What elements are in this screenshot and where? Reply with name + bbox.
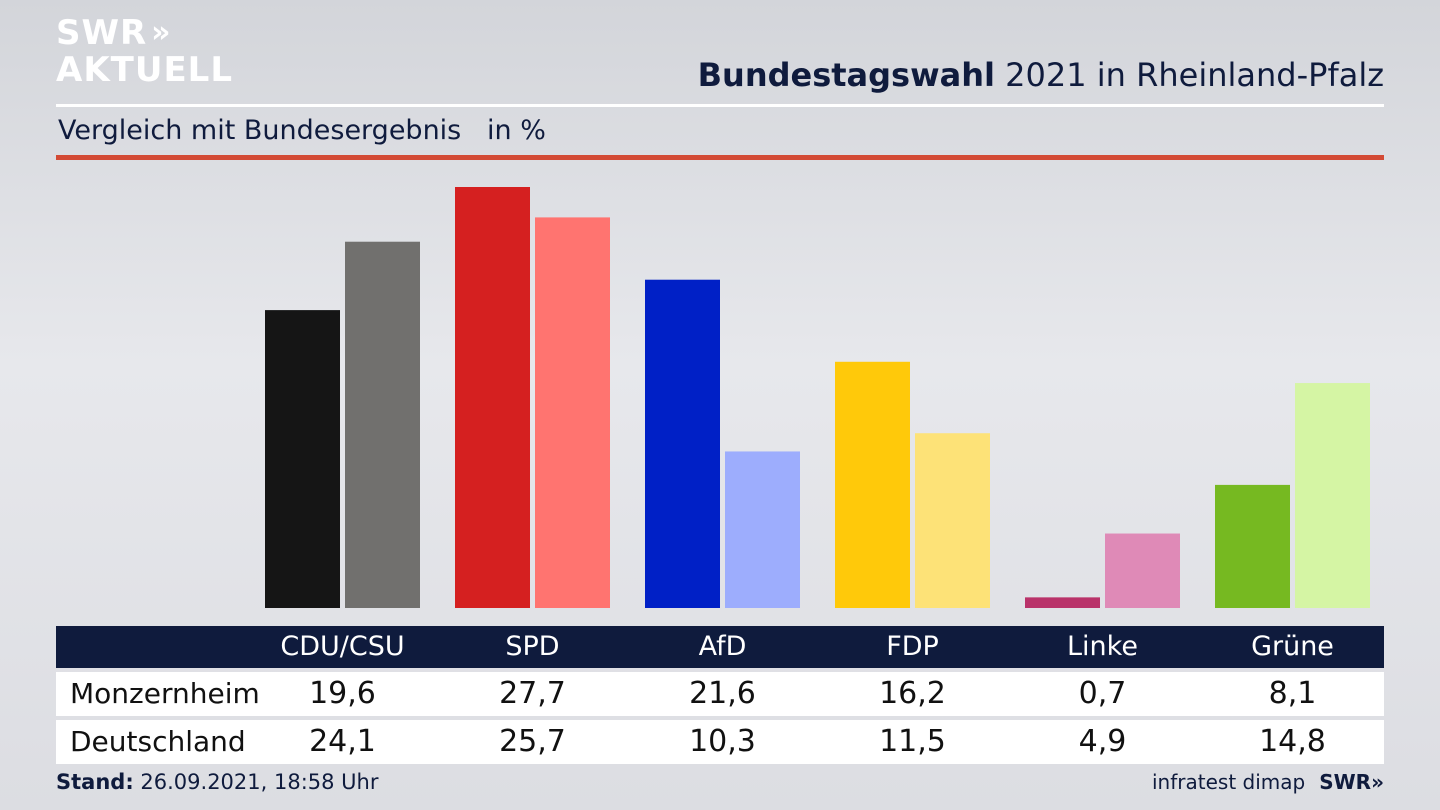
value-cell: 8,1	[1268, 676, 1317, 711]
value-cell: 25,7	[499, 724, 566, 759]
table-header-row: CDU/CSU SPD AfD FDP Linke Grüne	[56, 626, 1384, 668]
value-cell: 11,5	[879, 724, 946, 759]
chart-subtitle: Vergleich mit Bundesergebnis in %	[58, 115, 546, 146]
value-cell: 16,2	[879, 676, 946, 711]
value-cell: 0,7	[1078, 676, 1127, 711]
bar-fdp-monzernheim	[835, 361, 910, 608]
title-bold: Bundestagswahl	[697, 56, 995, 94]
bar-cdu-csu-monzernheim	[265, 310, 340, 608]
table-row: Deutschland 24,1 25,7 10,3 11,5 4,9 14,8	[56, 720, 1384, 764]
bar-gr-ne-monzernheim	[1215, 484, 1290, 608]
logo-aktuell-text: AKTUELL	[56, 50, 234, 90]
row-label-monzernheim: Monzernheim	[70, 677, 260, 710]
value-cell: 21,6	[689, 676, 756, 711]
category-label: CDU/CSU	[280, 631, 405, 662]
value-cell: 19,6	[309, 676, 376, 711]
swr-logo-small: SWR»	[1319, 770, 1384, 794]
logo-swr-text: SWR	[56, 13, 148, 53]
bar-afd-monzernheim	[645, 279, 720, 608]
page-title: Bundestagswahl 2021 in Rheinland-Pfalz	[698, 56, 1384, 94]
value-cell: 27,7	[499, 676, 566, 711]
bar-spd-monzernheim	[455, 187, 530, 608]
bar-gr-ne-deutschland	[1295, 383, 1370, 608]
category-label: Grüne	[1251, 631, 1334, 662]
bar-linke-deutschland	[1105, 533, 1180, 608]
footer-source: infratest dimap SWR»	[1152, 770, 1384, 794]
table-row: Monzernheim 19,6 27,7 21,6 16,2 0,7 8,1	[56, 672, 1384, 716]
value-cell: 4,9	[1078, 724, 1127, 759]
category-label: FDP	[886, 631, 939, 662]
category-label: Linke	[1067, 631, 1138, 662]
subtitle-divider	[56, 155, 1384, 160]
category-label: SPD	[505, 631, 560, 662]
bar-afd-deutschland	[725, 451, 800, 608]
swr-aktuell-logo: SWR » AKTUELL	[56, 14, 233, 88]
source-text: infratest dimap	[1152, 770, 1306, 794]
value-cell: 10,3	[689, 724, 756, 759]
bar-fdp-deutschland	[915, 433, 990, 608]
title-rest: 2021 in Rheinland-Pfalz	[995, 56, 1384, 94]
value-cell: 14,8	[1259, 724, 1326, 759]
bar-linke-monzernheim	[1025, 597, 1100, 608]
row-label-deutschland: Deutschland	[70, 725, 246, 758]
header-divider	[56, 104, 1384, 107]
stand-label: Stand:	[56, 770, 134, 794]
bar-spd-deutschland	[535, 217, 610, 609]
category-label: AfD	[698, 631, 747, 662]
value-cell: 24,1	[309, 724, 376, 759]
stand-timestamp: Stand: 26.09.2021, 18:58 Uhr	[56, 770, 379, 794]
results-table: CDU/CSU SPD AfD FDP Linke Grüne Monzernheim 1…	[56, 626, 1384, 764]
stand-value: 26.09.2021, 18:58 Uhr	[133, 770, 379, 794]
bar-cdu-csu-deutschland	[345, 241, 420, 609]
